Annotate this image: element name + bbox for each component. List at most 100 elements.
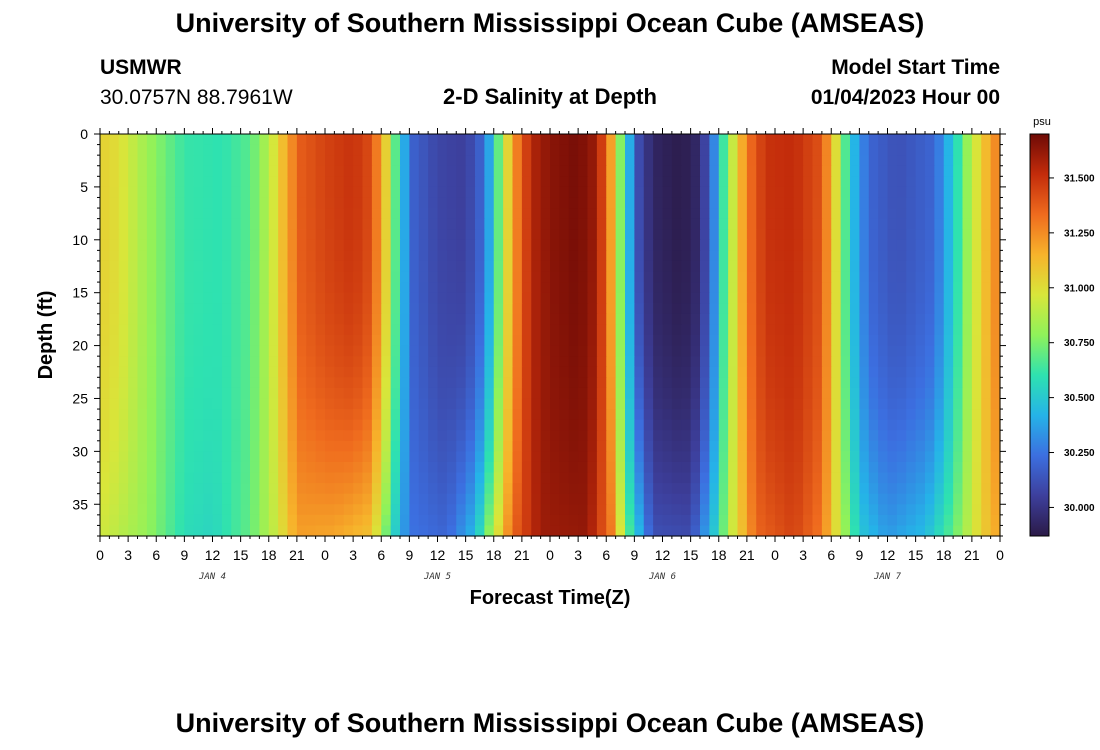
heatmap-cell [775, 451, 785, 463]
heatmap-cell [184, 409, 195, 421]
heatmap-cell [240, 514, 251, 527]
heatmap-cell [643, 303, 654, 315]
heatmap-cell [934, 155, 945, 167]
heatmap-cell [503, 493, 514, 505]
heatmap-cell [953, 250, 964, 262]
heatmap-cell [746, 313, 757, 326]
heatmap-cell [859, 165, 870, 177]
heatmap-cell [193, 377, 204, 389]
heatmap-cell [971, 260, 982, 273]
heatmap-cell [681, 197, 692, 209]
heatmap-cell [240, 260, 251, 273]
heatmap-cell [728, 472, 739, 484]
heatmap-cell [381, 440, 392, 452]
heatmap-cell [371, 419, 382, 431]
heatmap-cell [718, 483, 729, 495]
heatmap-cell [446, 440, 457, 452]
heatmap-cell [756, 324, 767, 336]
heatmap-cell [578, 324, 589, 336]
heatmap-cell [971, 409, 982, 421]
heatmap-cell [915, 387, 926, 400]
heatmap-cell [296, 186, 307, 199]
heatmap-cell [596, 461, 607, 474]
heatmap-cell [521, 271, 532, 283]
heatmap-cell [390, 387, 401, 400]
heatmap-cell [118, 324, 129, 336]
heatmap-cell [409, 430, 420, 442]
heatmap-cell [334, 324, 345, 336]
heatmap-cell [728, 324, 739, 336]
heatmap-cell [493, 250, 504, 262]
heatmap-cell [146, 430, 157, 442]
heatmap-cell [343, 461, 354, 474]
heatmap-cell [390, 239, 401, 251]
heatmap-cell [418, 472, 429, 484]
heatmap-cell [409, 229, 420, 241]
heatmap-cell [175, 313, 185, 326]
heatmap-cell [250, 155, 260, 167]
heatmap-cell [681, 451, 692, 463]
heatmap-cell [240, 313, 251, 326]
heatmap-cell [409, 271, 420, 283]
heatmap-cell [409, 483, 420, 495]
heatmap-cell [746, 260, 757, 273]
heatmap-cell [578, 292, 589, 304]
heatmap-cell [278, 387, 289, 400]
heatmap-cell [737, 208, 748, 220]
heatmap-cell [718, 451, 729, 463]
heatmap-cell [446, 430, 457, 442]
heatmap-cell [109, 271, 120, 283]
heatmap-cell [821, 472, 832, 484]
heatmap-cell [381, 165, 392, 177]
heatmap-cell [521, 176, 532, 188]
heatmap-cell [268, 197, 279, 209]
heatmap-cell [203, 377, 214, 389]
heatmap-cell [765, 250, 776, 262]
heatmap-cell [653, 356, 664, 368]
heatmap-cell [643, 514, 654, 527]
heatmap-cell [503, 197, 514, 209]
heatmap-cell [418, 483, 429, 495]
heatmap-cell [503, 271, 514, 283]
heatmap-cell [296, 324, 307, 336]
heatmap-cell [137, 144, 148, 156]
heatmap-cell [887, 229, 898, 241]
heatmap-cell [231, 165, 242, 177]
heatmap-cell [625, 324, 635, 336]
heatmap-cell [334, 398, 345, 410]
heatmap-cell [784, 324, 795, 336]
heatmap-cell [146, 356, 157, 368]
heatmap-cell [437, 313, 448, 326]
heatmap-cell [756, 165, 767, 177]
heatmap-cell [596, 239, 607, 251]
heatmap-cell [906, 282, 917, 294]
heatmap-cell [259, 345, 270, 357]
heatmap-cell [962, 461, 973, 474]
heatmap-cell [831, 239, 842, 251]
heatmap-cell [315, 377, 326, 389]
heatmap-cell [906, 155, 917, 167]
heatmap-cell [381, 461, 392, 474]
heatmap-cell [681, 525, 692, 537]
heatmap-cell [643, 377, 654, 389]
heatmap-cell [671, 271, 682, 283]
heatmap-cell [465, 144, 476, 156]
heatmap-cell [737, 155, 748, 167]
heatmap-cell [812, 377, 823, 389]
heatmap-cell [756, 303, 767, 315]
heatmap-cell [718, 134, 729, 146]
heatmap-cell [531, 282, 542, 294]
heatmap-cell [756, 409, 767, 421]
heatmap-cell [662, 324, 673, 336]
heatmap-cell [728, 493, 739, 505]
heatmap-cell [887, 472, 898, 484]
heatmap-cell [118, 345, 129, 357]
heatmap-cell [812, 313, 823, 326]
heatmap-cell [146, 282, 157, 294]
heatmap-cell [690, 260, 701, 273]
heatmap-cell [850, 430, 860, 442]
heatmap-cell [896, 387, 907, 400]
heatmap-cell [765, 409, 776, 421]
heatmap-cell [587, 377, 598, 389]
heatmap-cell [428, 398, 439, 410]
